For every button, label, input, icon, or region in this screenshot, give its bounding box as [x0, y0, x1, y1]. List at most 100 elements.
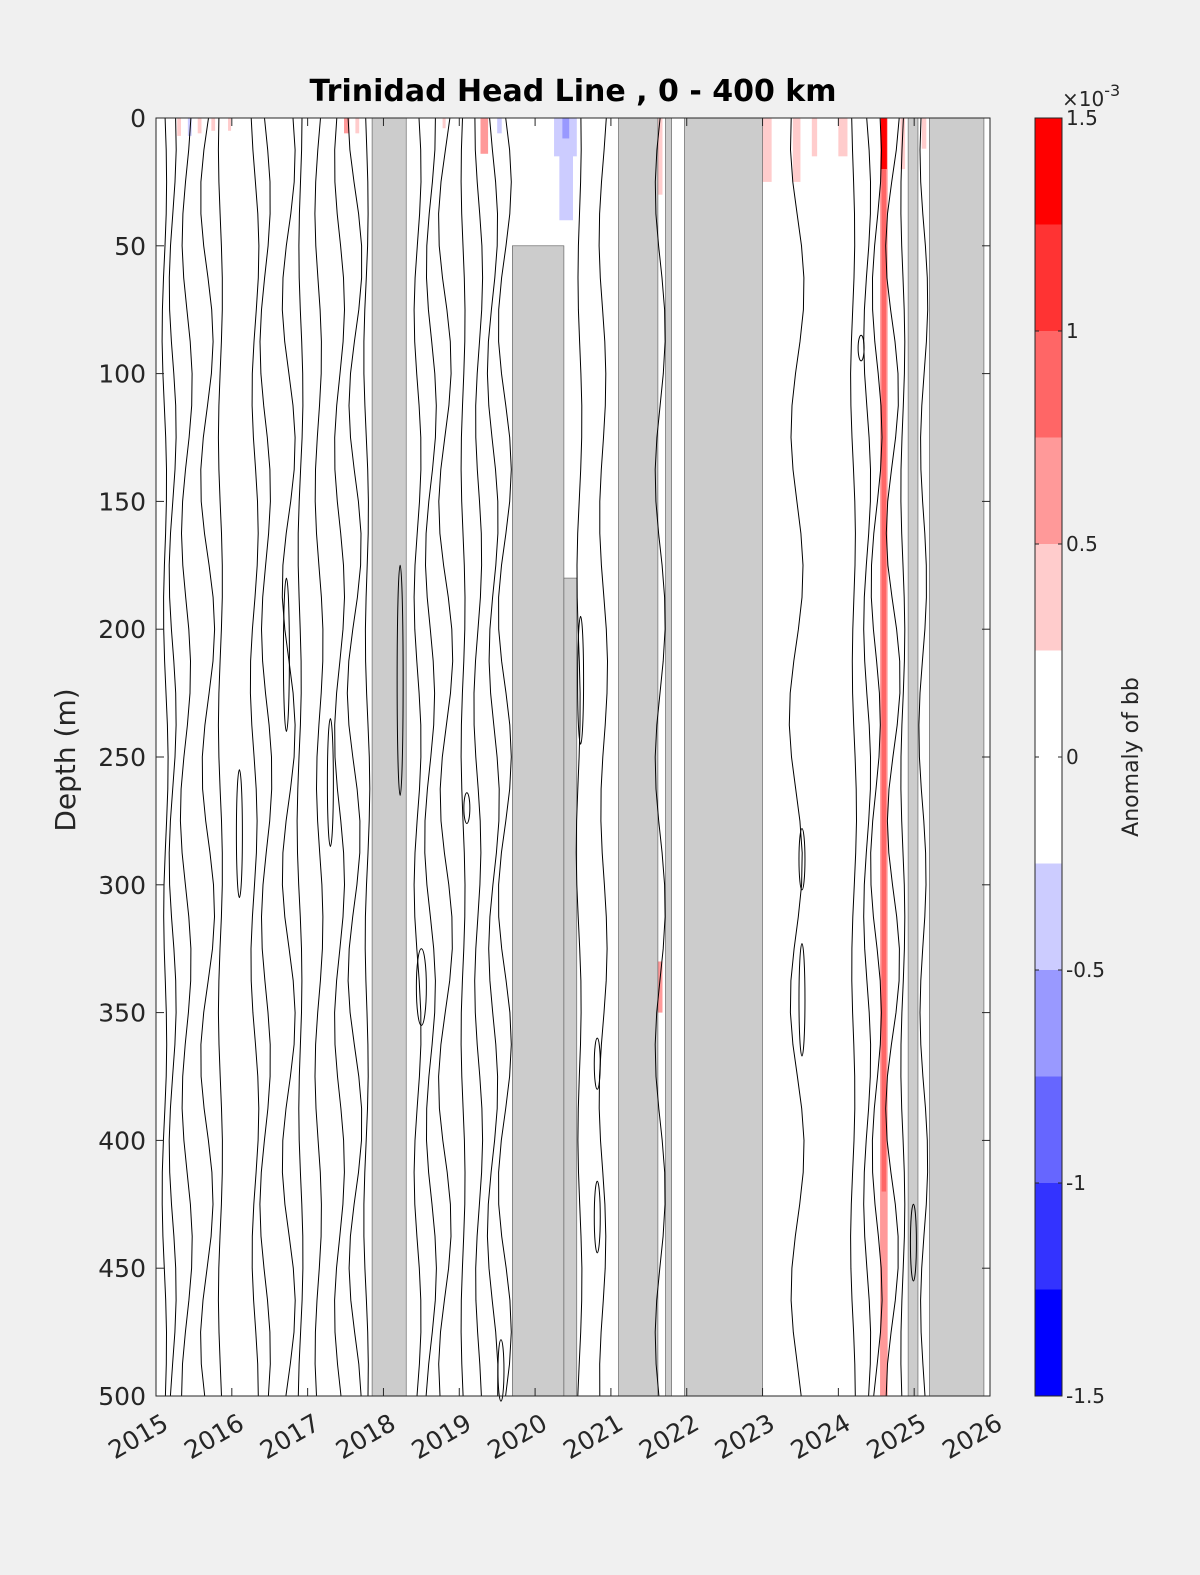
colorbar-level-7 [1035, 970, 1062, 1077]
no-data-region-3 [618, 117, 659, 1397]
contour-closed-7 [577, 615, 585, 745]
colorbar-tick-label-0: 0 [1066, 745, 1079, 769]
contour-line-2 [179, 117, 193, 1397]
contour-line-4 [217, 117, 223, 1397]
contour-line-21 [598, 117, 609, 1397]
contour-closed-11 [798, 943, 806, 1057]
contour-closed-13 [909, 1203, 917, 1282]
no-data-region-4 [665, 117, 672, 1397]
contour-closed-1 [282, 577, 290, 732]
contour-line-20 [575, 117, 583, 1397]
colorbar-level-1 [1035, 224, 1062, 331]
contour-line-6 [259, 117, 273, 1397]
y-tick-label-500: 500 [98, 1382, 146, 1411]
contour-line-12 [363, 117, 371, 1397]
y-tick-label-250: 250 [98, 743, 146, 772]
anomaly-patch-21 [881, 169, 887, 1192]
anomaly-patch-14 [657, 961, 663, 1013]
anomaly-patch-17 [811, 118, 818, 157]
no-data-region-7 [929, 117, 985, 1397]
colorbar-level-10 [1035, 1289, 1062, 1396]
contour-line-3 [200, 117, 216, 1397]
y-tick-label-0: 0 [130, 104, 146, 133]
contour-closed-4 [415, 948, 427, 1026]
anomaly-patch-20 [880, 118, 887, 170]
no-data-region-0 [371, 117, 407, 1397]
anomaly-patch-9 [497, 118, 502, 134]
y-tick-label-300: 300 [98, 871, 146, 900]
colorbar-level-5 [1035, 650, 1062, 864]
contour-line-0 [161, 117, 169, 1397]
contour-closed-10 [798, 828, 806, 891]
x-tick-label-2019: 2019 [407, 1408, 477, 1465]
y-tick-label-50: 50 [114, 232, 146, 261]
colorbar-tick-label--1: -1 [1066, 1171, 1086, 1195]
contour-line-17 [473, 117, 484, 1397]
colorbar-label: Anomaly of bb [1119, 677, 1144, 837]
anomaly-patch-6 [355, 118, 360, 134]
contour-line-14 [424, 117, 437, 1397]
contour-line-11 [346, 117, 363, 1397]
colorbar-exponent-power: -3 [1104, 81, 1120, 100]
colorbar-level-9 [1035, 1183, 1062, 1290]
contour-line-22 [654, 117, 666, 1397]
colorbar-exponent-label: ×10-3 [1062, 81, 1120, 111]
colorbar-level-4 [1035, 544, 1062, 651]
contour-line-18 [486, 117, 500, 1397]
colorbar-tick-label-1: 1 [1066, 319, 1079, 343]
contour-line-23 [788, 117, 805, 1397]
colorbar: -1.5 -1 -0.5 0 0.5 1 1.5×10-3 Anomaly of bb [1034, 81, 1144, 1408]
contour-closed-3 [396, 564, 404, 796]
contour-line-5 [249, 117, 260, 1397]
colorbar-tick-label--0.5: -0.5 [1066, 958, 1105, 982]
contour-closed-8 [593, 1037, 601, 1090]
no-data-region-5 [684, 117, 763, 1397]
contour-line-15 [438, 117, 454, 1397]
anomaly-patch-15 [762, 118, 772, 182]
contour-closed-12 [857, 334, 865, 362]
colorbar-tick-label--1.5: -1.5 [1066, 1384, 1105, 1408]
anomaly-patch-1 [187, 118, 192, 136]
anomaly-patch-4 [228, 118, 232, 131]
x-tick-label-2015: 2015 [103, 1408, 173, 1465]
colorbar-level-3 [1035, 437, 1062, 544]
colorbar-level-0 [1035, 118, 1062, 225]
colorbar-level-8 [1035, 1076, 1062, 1183]
contour-line-9 [314, 117, 324, 1397]
anomaly-patch-8 [480, 118, 489, 154]
contour-line-19 [498, 117, 512, 1397]
anomaly-patch-0 [177, 118, 182, 136]
no-data-region-2 [563, 577, 578, 1397]
y-tick-label-400: 400 [98, 1126, 146, 1155]
x-tick-label-2024: 2024 [786, 1408, 856, 1465]
contour-line-10 [334, 117, 346, 1397]
contour-line-1 [168, 117, 177, 1397]
y-tick-label-200: 200 [98, 615, 146, 644]
x-tick-label-2023: 2023 [710, 1408, 780, 1465]
anomaly-patch-2 [197, 118, 202, 134]
contour-line-24 [850, 117, 858, 1397]
anomaly-patch-18 [838, 118, 848, 157]
y-tick-label-150: 150 [98, 487, 146, 516]
contour-closed-0 [235, 769, 243, 899]
anomaly-patch-3 [211, 118, 216, 131]
contour-line-28 [900, 117, 906, 1397]
contour-line-29 [918, 117, 929, 1397]
anomaly-patch-24 [921, 118, 927, 149]
contour-line-25 [863, 117, 872, 1397]
x-tick-label-2021: 2021 [558, 1408, 628, 1465]
colorbar-tick-label-1.5: 1.5 [1066, 106, 1098, 130]
contour-line-26 [870, 117, 883, 1397]
colorbar-level-2 [1035, 331, 1062, 438]
y-tick-label-100: 100 [98, 360, 146, 389]
anomaly-patch-16 [792, 118, 801, 182]
y-tick-label-350: 350 [98, 999, 146, 1028]
y-axis-label: Depth (m) [49, 688, 82, 831]
colorbar-level-6 [1035, 863, 1062, 970]
anomaly-patch-12 [562, 118, 570, 139]
contour-line-13 [413, 117, 422, 1397]
anomaly-patch-5 [344, 118, 350, 134]
